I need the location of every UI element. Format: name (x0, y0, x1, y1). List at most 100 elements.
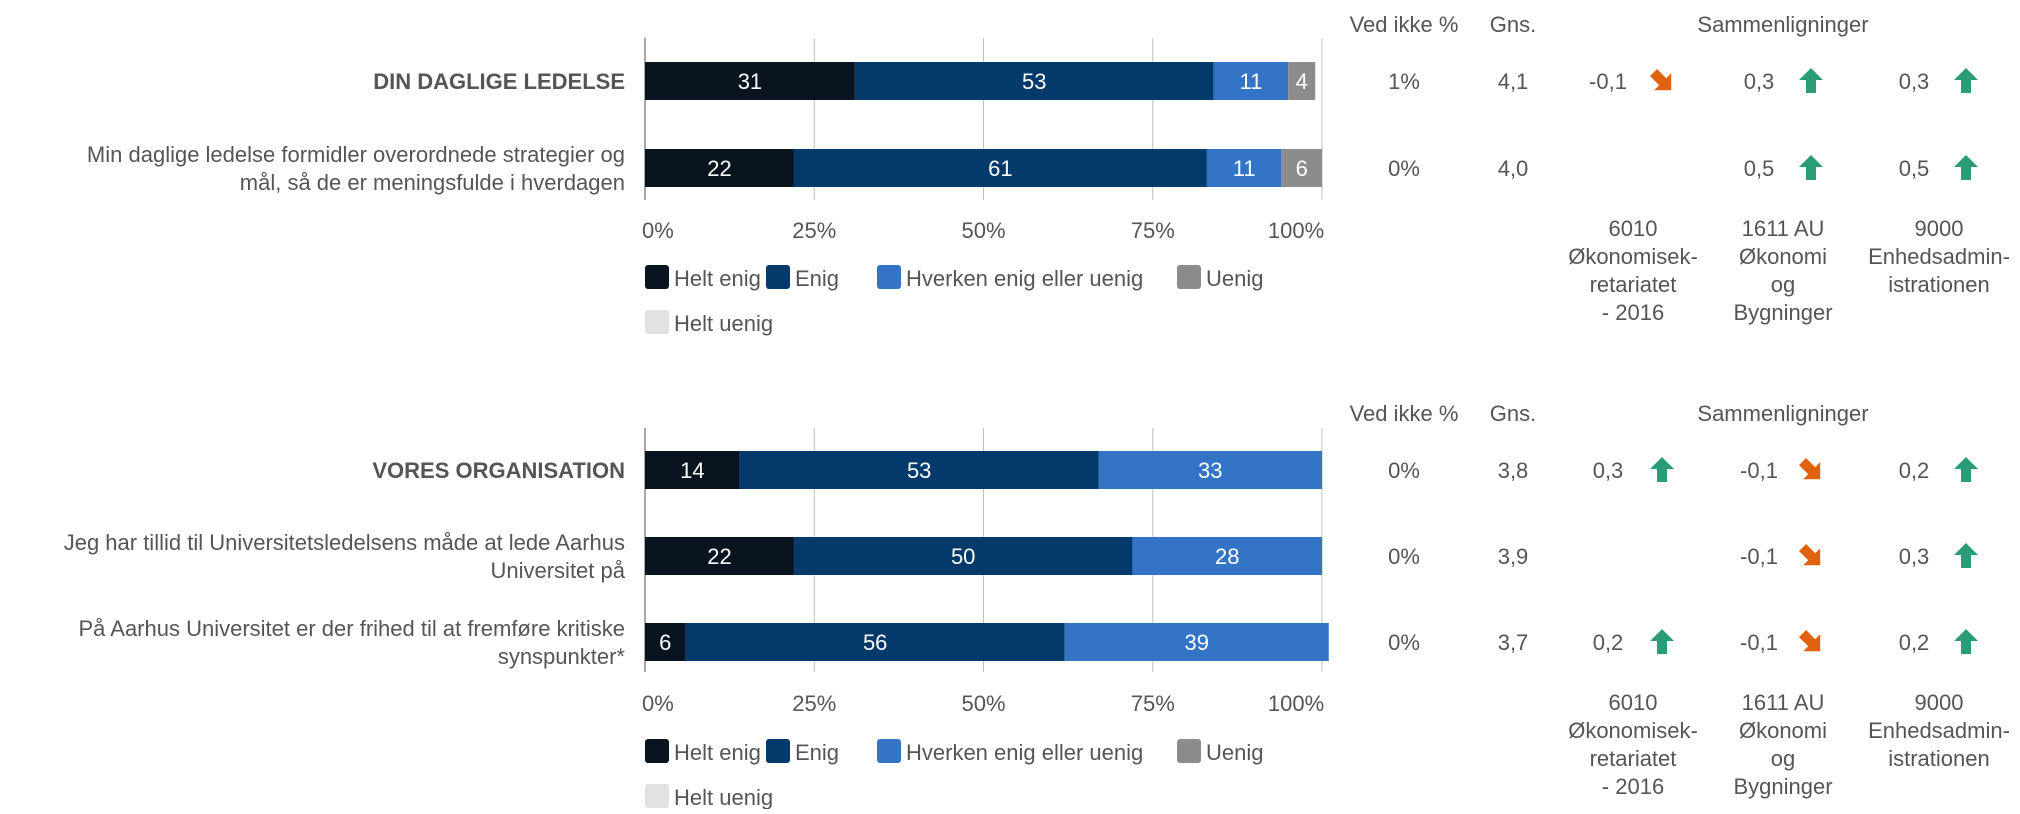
arrow-up-icon (1954, 155, 1978, 180)
data-label: 39 (1185, 630, 1209, 655)
arrow-up-icon (1650, 629, 1674, 654)
bar-segment-enig (793, 537, 1133, 575)
comparison-value: -0,1 (1740, 458, 1778, 483)
legend-label: Enig (795, 266, 839, 291)
arrow-down-icon (1799, 544, 1821, 566)
comparison-value: 0,2 (1899, 458, 1930, 483)
legend-label: Helt enig (674, 740, 761, 765)
header-ved-ikke: Ved ikke % (1350, 401, 1459, 426)
data-label: 28 (1215, 544, 1239, 569)
comparison-value: -0,1 (1740, 630, 1778, 655)
x-tick-label: 100% (1268, 691, 1324, 716)
comparison-group-label: retariatet (1590, 272, 1677, 297)
header-sammenligninger: Sammenligninger (1697, 401, 1868, 426)
x-tick-label: 75% (1131, 691, 1175, 716)
legend-swatch (645, 310, 669, 334)
legend-swatch (645, 265, 669, 289)
comparison-value: 0,2 (1899, 630, 1930, 655)
arrow-up-icon (1954, 629, 1978, 654)
bar-segment-hverken-enig-eller-uenig (1213, 62, 1289, 100)
data-label: 22 (707, 156, 731, 181)
comparison-value: 0,3 (1899, 69, 1930, 94)
bar-segment-hverken-enig-eller-uenig (1206, 149, 1282, 187)
data-label: 11 (1233, 156, 1256, 181)
comparison-group-label: og (1771, 272, 1795, 297)
x-tick-label: 75% (1131, 218, 1175, 243)
arrow-down-icon (1650, 69, 1672, 91)
comparison-group-label: og (1771, 746, 1795, 771)
legend-label: Helt enig (674, 266, 761, 291)
arrow-up-icon (1954, 68, 1978, 93)
ved-ikke-value: 0% (1388, 156, 1420, 181)
comparison-value: 0,5 (1744, 156, 1775, 181)
question-label: Jeg har tillid til Universitetsledelsens… (64, 530, 625, 555)
gns-value: 3,8 (1498, 458, 1529, 483)
arrow-up-icon (1799, 155, 1823, 180)
x-tick-label: 0% (642, 218, 674, 243)
data-label: 61 (988, 156, 1012, 181)
x-tick-label: 50% (961, 691, 1005, 716)
arrow-down-icon (1799, 458, 1821, 480)
arrow-up-icon (1954, 543, 1978, 568)
ved-ikke-value: 0% (1388, 630, 1420, 655)
arrow-up-icon (1650, 457, 1674, 482)
legend-label: Uenig (1206, 740, 1263, 765)
legend-swatch (645, 784, 669, 808)
bar-segment-helt-enig (645, 149, 794, 187)
x-tick-label: 25% (792, 218, 836, 243)
legend-swatch (766, 265, 790, 289)
arrow-down-icon (1799, 630, 1821, 652)
data-label: 31 (738, 69, 762, 94)
comparison-group-label: 9000 (1915, 216, 1964, 241)
legend-swatch (877, 739, 901, 763)
data-label: 4 (1296, 69, 1308, 94)
data-label: 6 (659, 630, 671, 655)
legend-swatch (1177, 265, 1201, 289)
arrow-up-icon (1954, 457, 1978, 482)
legend-swatch (1177, 739, 1201, 763)
question-label: mål, så de er meningsfulde i hverdagen (240, 170, 625, 195)
legend-swatch (766, 739, 790, 763)
data-label: 33 (1198, 458, 1222, 483)
data-label: 6 (1296, 156, 1308, 181)
comparison-group-label: 6010 (1609, 690, 1658, 715)
comparison-group-label: Økonomi (1739, 244, 1827, 269)
bar-segment-enig (793, 149, 1207, 187)
bar-segment-uenig (1281, 149, 1322, 187)
comparison-group-label: istrationen (1888, 746, 1990, 771)
x-tick-label: 0% (642, 691, 674, 716)
ved-ikke-value: 0% (1388, 458, 1420, 483)
section-title: VORES ORGANISATION (372, 458, 625, 483)
comparison-group-label: - 2016 (1602, 300, 1664, 325)
bar-segment-hverken-enig-eller-uenig (1132, 537, 1322, 575)
bar-segment-enig (854, 62, 1214, 100)
bar-segment-helt-enig (645, 62, 855, 100)
ved-ikke-value: 1% (1388, 69, 1420, 94)
bar-segment-hverken-enig-eller-uenig (1064, 623, 1329, 661)
data-label: 22 (707, 544, 731, 569)
ved-ikke-value: 0% (1388, 544, 1420, 569)
question-label: Min daglige ledelse formidler overordned… (87, 142, 625, 167)
comparison-value: 0,5 (1899, 156, 1930, 181)
legend-label: Helt uenig (674, 785, 773, 809)
comparison-group-label: retariatet (1590, 746, 1677, 771)
bar-segment-helt-enig (645, 623, 686, 661)
bar-segment-enig (685, 623, 1065, 661)
bar-segment-helt-enig (645, 451, 740, 489)
comparison-value: 0,3 (1744, 69, 1775, 94)
data-label: 11 (1239, 69, 1262, 94)
comparison-group-label: Økonomi (1739, 718, 1827, 743)
comparison-value: 0,3 (1593, 458, 1624, 483)
x-tick-label: 25% (792, 691, 836, 716)
header-sammenligninger: Sammenligninger (1697, 12, 1868, 37)
comparison-group-label: 1611 AU (1742, 216, 1825, 241)
header-gns: Gns. (1490, 12, 1536, 37)
comparison-value: 0,3 (1899, 544, 1930, 569)
legend-swatch (877, 265, 901, 289)
bar-segment-uenig (1288, 62, 1316, 100)
gns-value: 4,0 (1498, 156, 1529, 181)
comparison-group-label: - 2016 (1602, 774, 1664, 799)
arrow-up-icon (1799, 68, 1823, 93)
